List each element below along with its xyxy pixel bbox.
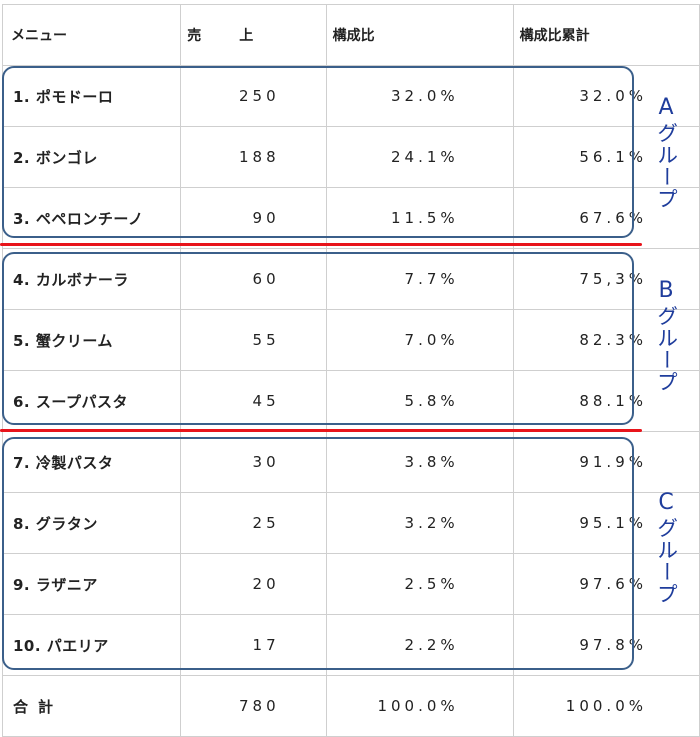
cumulative-cell: 97.8% xyxy=(512,614,700,676)
sales-cell: 55 xyxy=(180,309,327,371)
total-sales: 780 xyxy=(180,675,327,737)
menu-cell: 2. ボンゴレ xyxy=(1,126,182,188)
sales-cell: 17 xyxy=(180,614,327,676)
group-c-text: グループ xyxy=(654,517,679,605)
ratio-cell: 2.2% xyxy=(325,614,514,676)
cumulative-cell: 75,3% xyxy=(512,248,700,310)
ratio-cell: 11.5% xyxy=(325,187,514,249)
menu-cell: 4. カルボナーラ xyxy=(1,248,182,310)
group-a-label: A グループ xyxy=(651,95,681,216)
menu-cell: 1. ポモドーロ xyxy=(1,65,182,127)
table-row: 9. ラザニア 20 2.5% 97.6% xyxy=(1,553,700,615)
cumulative-cell: 82.3% xyxy=(512,309,700,371)
table-row: 5. 蟹クリーム 55 7.0% 82.3% xyxy=(1,309,700,371)
cumulative-cell: 95.1% xyxy=(512,492,700,554)
menu-cell: 3. ペペロンチーノ xyxy=(1,187,182,249)
menu-cell: 8. グラタン xyxy=(1,492,182,554)
sales-cell: 90 xyxy=(180,187,327,249)
ratio-cell: 32.0% xyxy=(325,65,514,127)
menu-cell: 10. パエリア xyxy=(1,614,182,676)
sales-cell: 20 xyxy=(180,553,327,615)
table-row: 7. 冷製パスタ 30 3.8% 91.9% xyxy=(1,431,700,493)
header-menu: メニュー xyxy=(1,4,182,66)
menu-cell: 7. 冷製パスタ xyxy=(1,431,182,493)
cumulative-cell: 91.9% xyxy=(512,431,700,493)
menu-cell: 5. 蟹クリーム xyxy=(1,309,182,371)
header-sales: 売 上 xyxy=(180,4,327,66)
ratio-cell: 7.0% xyxy=(325,309,514,371)
total-ratio: 100.0% xyxy=(325,675,514,737)
ratio-cell: 3.8% xyxy=(325,431,514,493)
table-row: 10. パエリア 17 2.2% 97.8% xyxy=(1,614,700,676)
separator-line-ab xyxy=(0,243,642,246)
cumulative-cell: 32.0% xyxy=(512,65,700,127)
menu-cell: 9. ラザニア xyxy=(1,553,182,615)
ratio-cell: 24.1% xyxy=(325,126,514,188)
menu-cell: 6. スープパスタ xyxy=(1,370,182,432)
total-row: 合計 780 100.0% 100.0% xyxy=(1,675,700,737)
header-cumulative: 構成比累計 xyxy=(512,4,700,66)
group-b-letter: B xyxy=(658,278,674,303)
table-row: 4. カルボナーラ 60 7.7% 75,3% xyxy=(1,248,700,310)
sales-cell: 45 xyxy=(180,370,327,432)
ratio-cell: 7.7% xyxy=(325,248,514,310)
cumulative-cell: 56.1% xyxy=(512,126,700,188)
total-cumulative: 100.0% xyxy=(512,675,700,737)
sales-cell: 250 xyxy=(180,65,327,127)
header-row: メニュー 売 上 構成比 構成比累計 xyxy=(1,4,700,66)
sales-cell: 188 xyxy=(180,126,327,188)
separator-line-bc xyxy=(0,429,642,432)
table-row: 2. ボンゴレ 188 24.1% 56.1% xyxy=(1,126,700,188)
sales-cell: 60 xyxy=(180,248,327,310)
header-ratio: 構成比 xyxy=(325,4,514,66)
sales-cell: 30 xyxy=(180,431,327,493)
group-b-text: グループ xyxy=(654,305,679,393)
group-c-letter: C xyxy=(658,490,674,515)
ratio-cell: 5.8% xyxy=(325,370,514,432)
table-row: 8. グラタン 25 3.2% 95.1% xyxy=(1,492,700,554)
table-row: 1. ポモドーロ 250 32.0% 32.0% xyxy=(1,65,700,127)
abc-analysis-table: メニュー 売 上 構成比 構成比累計 1. ポモドーロ 250 32.0% 32… xyxy=(1,4,700,737)
group-a-text: グループ xyxy=(654,122,679,210)
cumulative-cell: 97.6% xyxy=(512,553,700,615)
header-sales-label: 売 上 xyxy=(187,28,266,44)
group-b-label: B グループ xyxy=(651,278,681,399)
group-c-label: C グループ xyxy=(651,490,681,611)
ratio-cell: 2.5% xyxy=(325,553,514,615)
total-label: 合計 xyxy=(1,675,182,737)
cumulative-cell: 88.1% xyxy=(512,370,700,432)
table-row: 3. ペペロンチーノ 90 11.5% 67.6% xyxy=(1,187,700,249)
table-row: 6. スープパスタ 45 5.8% 88.1% xyxy=(1,370,700,432)
sales-cell: 25 xyxy=(180,492,327,554)
group-a-letter: A xyxy=(658,95,674,120)
ratio-cell: 3.2% xyxy=(325,492,514,554)
